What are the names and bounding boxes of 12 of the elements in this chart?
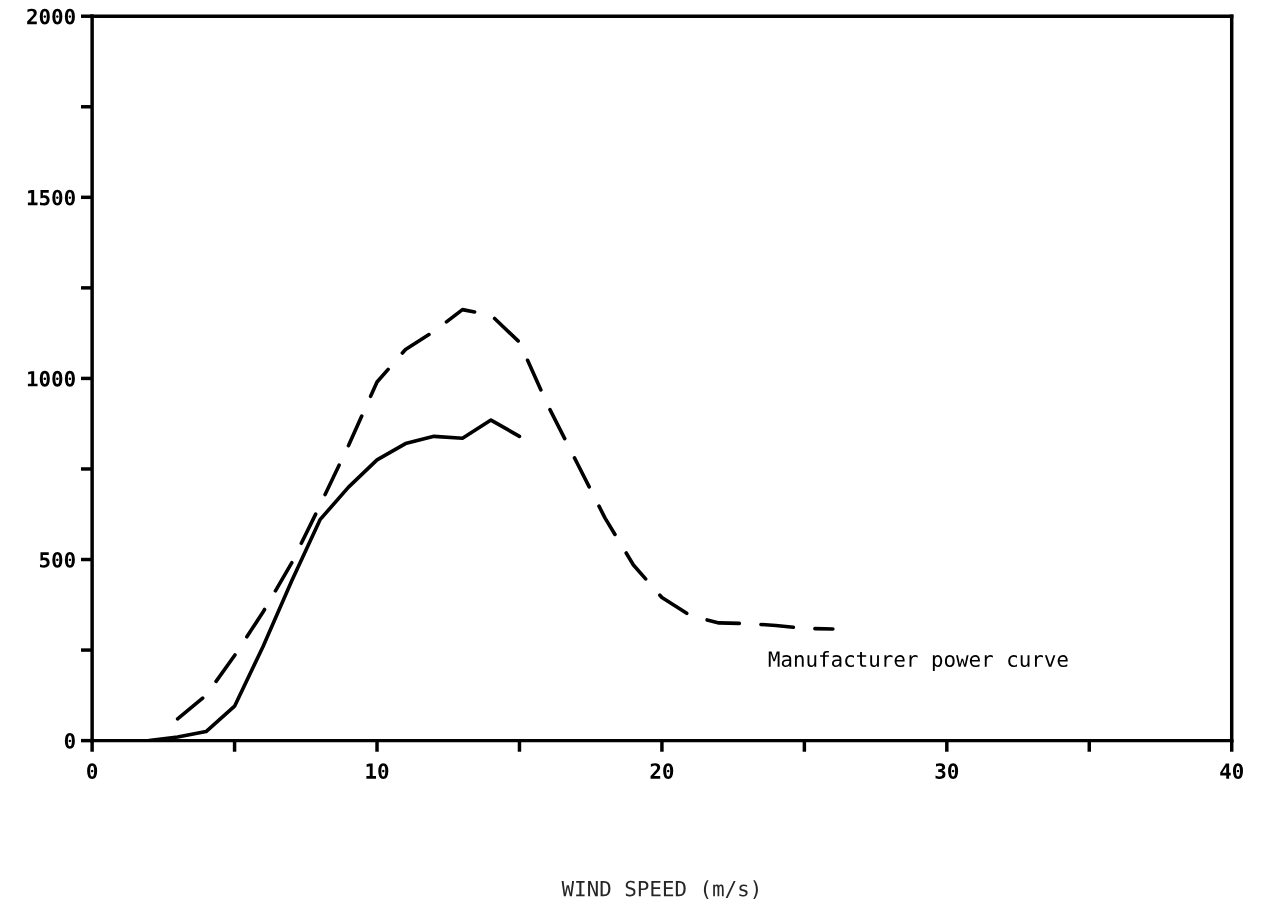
x-tick-label: 40 [1220,763,1243,779]
y-tick-label: 2000 [27,8,75,25]
y-tick-label: 1500 [27,189,75,206]
x-tick-label: 10 [366,763,389,779]
y-tick-label: 500 [39,551,75,568]
x-tick-label: 30 [935,763,959,779]
y-tick-label: 1000 [27,370,75,387]
y-tick-label: 0 [64,733,75,749]
x-axis-title: WIND SPEED (m/s) [561,880,758,899]
series-label: Manufacturer power curve [768,650,1068,672]
x-tick-label: 20 [650,763,674,779]
x-tick-label: 0 [87,763,98,779]
